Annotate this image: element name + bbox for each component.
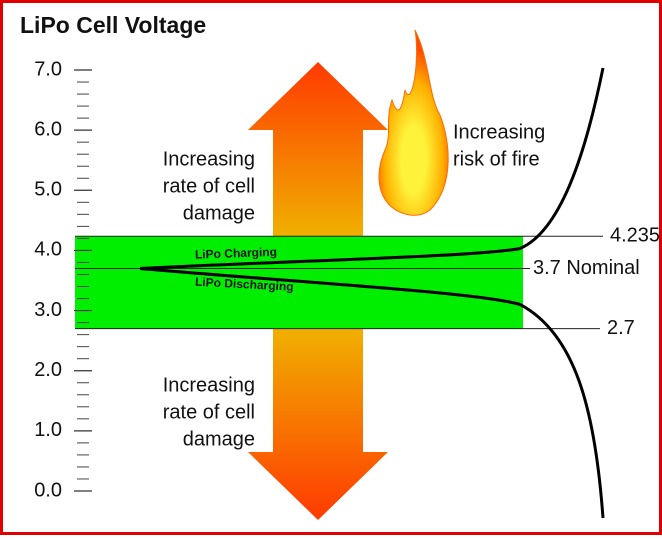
diagram: LiPo Cell Voltage 0.0 1.0 2.0 3.0 4.0 5.0 6.0 7… bbox=[0, 0, 662, 535]
threshold-label: 4.235 bbox=[610, 225, 660, 247]
damage-note: rate of cell bbox=[163, 401, 255, 423]
tick-label: 2.0 bbox=[34, 359, 62, 381]
tick-label: 1.0 bbox=[34, 419, 62, 441]
damage-note: rate of cell bbox=[163, 175, 255, 197]
tick-label: 3.0 bbox=[34, 299, 62, 321]
tick-label: 4.0 bbox=[34, 239, 62, 261]
threshold-label: 2.7 bbox=[607, 317, 635, 339]
damage-note: damage bbox=[183, 202, 255, 224]
curve-label: LiPo Charging bbox=[195, 245, 277, 262]
damage-note: Increasing bbox=[163, 374, 255, 396]
tick-label: 7.0 bbox=[34, 58, 62, 80]
fire-note: Increasing bbox=[453, 121, 545, 143]
tick-label: 0.0 bbox=[34, 479, 62, 501]
tick-label: 5.0 bbox=[34, 179, 62, 201]
fire-note: risk of fire bbox=[453, 148, 540, 170]
page: {"title": "LiPo Cell Voltage", "axis": {… bbox=[0, 0, 662, 540]
title: LiPo Cell Voltage bbox=[20, 12, 206, 38]
tick-label: 6.0 bbox=[34, 118, 62, 140]
damage-note: damage bbox=[183, 428, 255, 450]
threshold-label: 3.7 Nominal bbox=[533, 257, 640, 279]
damage-note: Increasing bbox=[163, 148, 255, 170]
